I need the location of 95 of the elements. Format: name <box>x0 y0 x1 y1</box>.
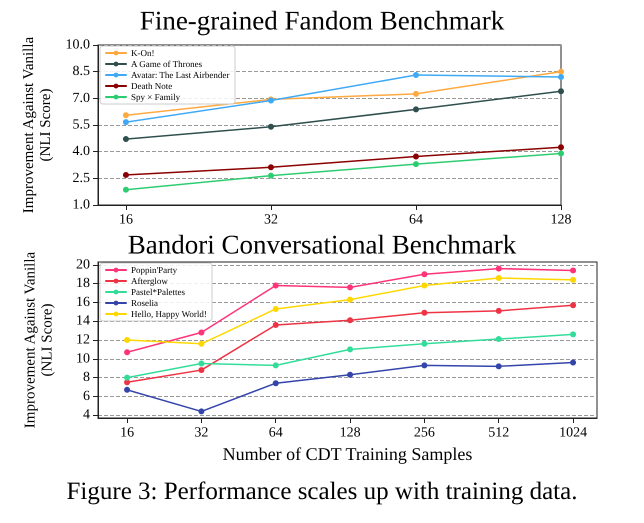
x-axis-title: Number of CDT Training Samples <box>222 444 472 464</box>
point <box>496 363 502 370</box>
point <box>558 68 564 75</box>
legend-label: Spy × Family <box>131 92 181 102</box>
y-tick-label: 4.0 <box>72 144 90 160</box>
point <box>570 267 576 274</box>
y-tick-label: 8 <box>83 370 90 386</box>
point <box>198 367 204 374</box>
chart-title: Bandori Conversational Benchmark <box>128 230 517 260</box>
y-tick-label: 1.0 <box>72 198 90 212</box>
x-tick-label: 16 <box>118 212 133 228</box>
x-tick-label: 64 <box>268 426 283 440</box>
point <box>570 302 576 308</box>
legend-label: Hello, Happy World! <box>131 309 207 319</box>
point <box>124 349 130 356</box>
point <box>272 306 279 312</box>
y-tick-label: 2.5 <box>72 170 90 186</box>
point <box>412 72 419 78</box>
x-tick-label: 64 <box>408 212 423 228</box>
y-tick-label: 12 <box>76 332 90 348</box>
point <box>421 340 428 347</box>
point <box>124 386 130 393</box>
point <box>412 161 419 168</box>
y-tick-label: 8.5 <box>72 64 90 80</box>
point <box>272 380 279 386</box>
y-tick-label: 10.0 <box>66 38 90 52</box>
chart-title: Fine-grained Fandom Benchmark <box>140 6 505 36</box>
x-tick-label: 1024 <box>559 426 588 440</box>
point <box>558 150 564 156</box>
point <box>122 172 129 178</box>
y-tick-label: 4 <box>83 408 90 423</box>
point <box>347 284 354 290</box>
legend-label: Avatar: The Last Airbender <box>131 70 230 80</box>
y-tick-label: 6 <box>83 388 90 404</box>
legend-label: A Game of Thrones <box>131 59 203 69</box>
point <box>268 124 274 130</box>
point <box>496 336 502 342</box>
y-axis-title: Improvement Against Vanilla (NLI Score) <box>22 251 56 428</box>
legend-label: K-On! <box>131 48 154 58</box>
legend-label: Afterglow <box>131 276 168 286</box>
point <box>558 74 564 80</box>
point <box>272 322 279 328</box>
point <box>412 90 419 97</box>
x-tick-label: 16 <box>120 426 134 440</box>
point <box>347 296 354 303</box>
point <box>198 408 204 414</box>
point <box>412 106 419 112</box>
point <box>124 374 130 381</box>
point <box>124 337 130 343</box>
point <box>496 266 502 272</box>
legend-label: Poppin'Party <box>131 265 178 275</box>
point <box>570 360 576 366</box>
point <box>421 310 428 316</box>
point <box>122 112 129 118</box>
point <box>122 136 129 142</box>
caption: Figure 3: Performance scales up with training data. <box>66 478 578 506</box>
point <box>122 119 129 126</box>
point <box>268 172 274 179</box>
point <box>412 153 419 160</box>
point <box>347 346 354 352</box>
point <box>272 362 279 368</box>
y-tick-label: 18 <box>76 276 90 292</box>
point <box>558 144 564 150</box>
y-tick-label: 16 <box>76 294 90 310</box>
x-tick-label: 512 <box>488 426 510 440</box>
legend-label: Death Note <box>131 81 172 91</box>
point <box>570 276 576 283</box>
point <box>268 164 274 170</box>
point <box>558 88 564 94</box>
point <box>570 331 576 338</box>
y-tick-label: 5.5 <box>72 118 90 132</box>
x-tick-label: 256 <box>414 426 435 440</box>
x-tick-label: 128 <box>340 426 361 440</box>
point <box>272 282 279 288</box>
legend-label: Pastel*Palettes <box>131 287 186 297</box>
point <box>198 329 204 336</box>
y-tick-label: 20 <box>76 257 90 272</box>
point <box>198 360 204 366</box>
point <box>198 340 204 347</box>
x-tick-label: 32 <box>194 426 208 440</box>
point <box>347 372 354 378</box>
point <box>496 308 502 314</box>
point <box>122 186 129 193</box>
point <box>421 282 428 288</box>
x-tick-label: 128 <box>550 212 572 228</box>
legend-label: Roselia <box>131 298 158 308</box>
y-tick-label: 7.0 <box>72 90 90 106</box>
y-axis-title: Improvement Against Vanilla (NLI Score) <box>21 36 54 214</box>
x-tick-label: 32 <box>264 212 278 228</box>
point <box>347 317 354 324</box>
point <box>421 362 428 368</box>
point <box>496 274 502 281</box>
y-tick-label: 14 <box>76 314 90 329</box>
y-tick-label: 10 <box>76 351 90 366</box>
point <box>421 271 428 278</box>
